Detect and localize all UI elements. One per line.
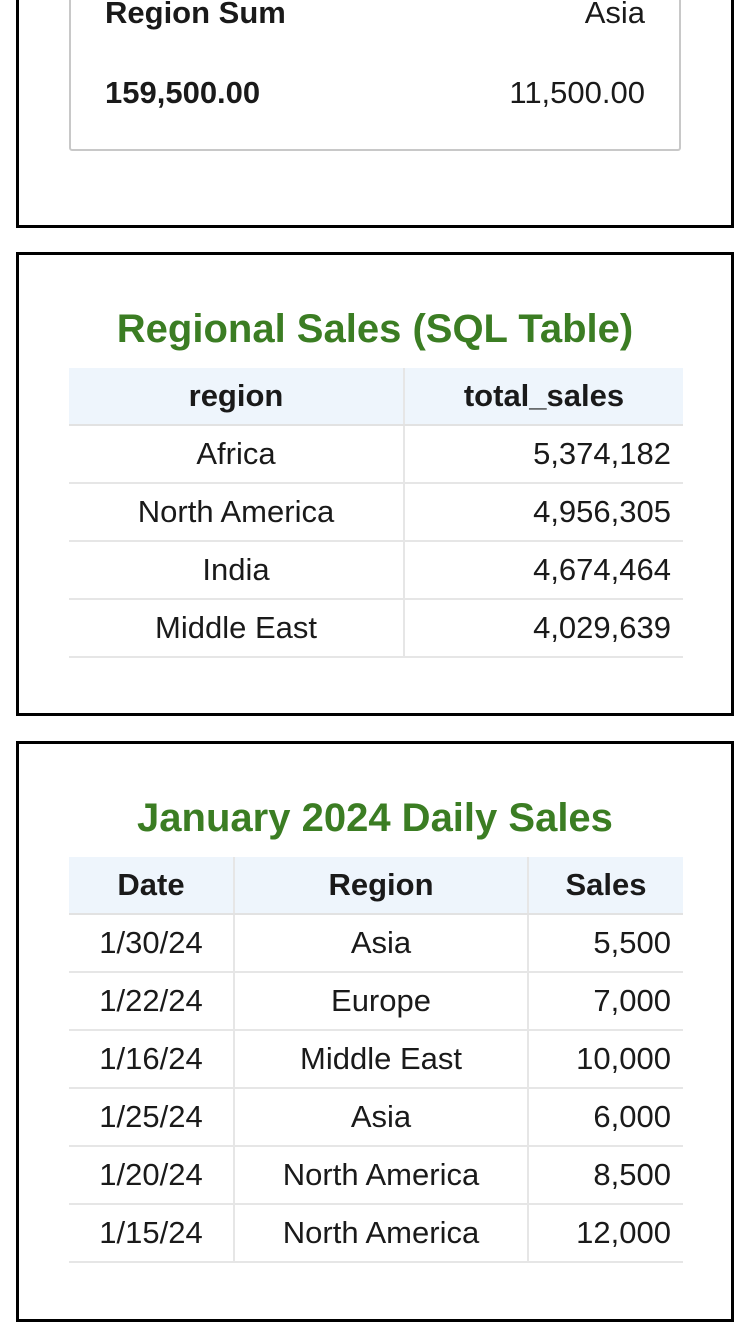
daily-sales-card: January 2024 Daily Sales Date Region Sal… [16,741,734,1322]
cell-date: 1/16/24 [69,1030,235,1089]
cell-region: Middle East [69,599,405,658]
cell-total-sales: 4,956,305 [404,483,683,542]
table-row: Africa 5,374,182 [69,425,683,484]
table-row: 1/30/24 Asia 5,500 [69,914,683,973]
table-row: 1/16/24 Middle East 10,000 [69,1030,683,1089]
regional-sales-table: region total_sales Africa 5,374,182 Nort… [69,368,683,658]
cell-region: Africa [69,425,405,484]
cell-date: 1/22/24 [69,972,235,1031]
cell-region: North America [69,483,405,542]
table-row: 1/25/24 Asia 6,000 [69,1088,683,1147]
cell-date: 1/15/24 [69,1204,235,1263]
cell-region: Asia [234,1088,529,1147]
daily-sales-table: Date Region Sales 1/30/24 Asia 5,500 1/2… [69,857,683,1263]
cell-sales: 5,500 [528,914,683,973]
cell-region: North America [234,1146,529,1205]
table-row: 1/20/24 North America 8,500 [69,1146,683,1205]
cell-date: 1/30/24 [69,914,235,973]
regional-sales-card: Regional Sales (SQL Table) region total_… [16,252,734,716]
cell-sales: 10,000 [528,1030,683,1089]
region-sum-pivot: Region Sum Asia 159,500.00 11,500.00 [69,0,681,151]
table-row: India 4,674,464 [69,541,683,600]
region-sum-card: Region Sum Asia 159,500.00 11,500.00 [16,0,734,228]
cell-region: North America [234,1204,529,1263]
cell-total-sales: 5,374,182 [404,425,683,484]
table-header-row: Date Region Sales [69,857,683,915]
cell-region: Europe [234,972,529,1031]
column-header-date[interactable]: Date [69,857,235,915]
cell-region: India [69,541,405,600]
column-header-total-sales[interactable]: total_sales [404,368,683,426]
region-sum-asia-value: 11,500.00 [509,75,645,110]
region-sum-total: 159,500.00 [105,75,261,110]
cell-sales: 8,500 [528,1146,683,1205]
table-row: 1/15/24 North America 12,000 [69,1204,683,1263]
cell-date: 1/20/24 [69,1146,235,1205]
region-sum-label: Region Sum [105,0,286,30]
column-header-region[interactable]: Region [234,857,529,915]
cell-total-sales: 4,029,639 [404,599,683,658]
table-row: 1/22/24 Europe 7,000 [69,972,683,1031]
regional-sales-title: Regional Sales (SQL Table) [116,307,634,351]
cell-date: 1/25/24 [69,1088,235,1147]
daily-sales-title: January 2024 Daily Sales [137,796,613,840]
region-sum-header-row: Region Sum Asia [105,0,645,31]
table-row: North America 4,956,305 [69,483,683,542]
column-header-sales[interactable]: Sales [528,857,683,915]
region-sum-column-asia: Asia [584,0,645,30]
cell-sales: 6,000 [528,1088,683,1147]
region-sum-total-row: 159,500.00 11,500.00 [105,75,645,111]
cell-sales: 7,000 [528,972,683,1031]
cell-total-sales: 4,674,464 [404,541,683,600]
table-row: Middle East 4,029,639 [69,599,683,658]
column-header-region[interactable]: region [69,368,405,426]
cell-region: Middle East [234,1030,529,1089]
table-header-row: region total_sales [69,368,683,426]
cell-region: Asia [234,914,529,973]
cell-sales: 12,000 [528,1204,683,1263]
